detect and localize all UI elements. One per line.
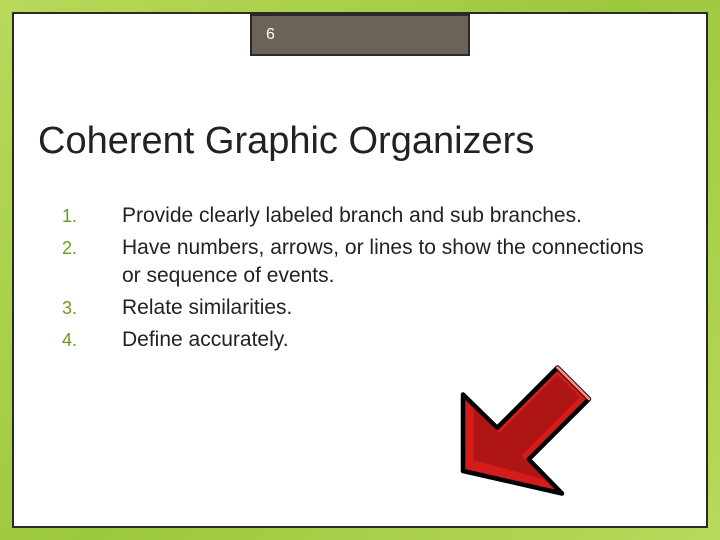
list-item: 2. Have numbers, arrows, or lines to sho… [62, 234, 666, 290]
list-text: Have numbers, arrows, or lines to show t… [122, 234, 666, 290]
list-text: Provide clearly labeled branch and sub b… [122, 202, 582, 230]
list-item: 1. Provide clearly labeled branch and su… [62, 202, 666, 230]
list-text: Define accurately. [122, 326, 289, 354]
list-number: 1. [62, 202, 122, 230]
list-number: 2. [62, 234, 122, 262]
page-number: 6 [266, 26, 275, 44]
slide-title: Coherent Graphic Organizers [38, 120, 534, 163]
list-number: 3. [62, 294, 122, 322]
list-number: 4. [62, 326, 122, 354]
list-text: Relate similarities. [122, 294, 292, 322]
slide-frame: 6 Coherent Graphic Organizers 1. Provide… [12, 12, 708, 528]
page-number-box: 6 [250, 14, 470, 56]
arrow-icon [436, 318, 616, 498]
